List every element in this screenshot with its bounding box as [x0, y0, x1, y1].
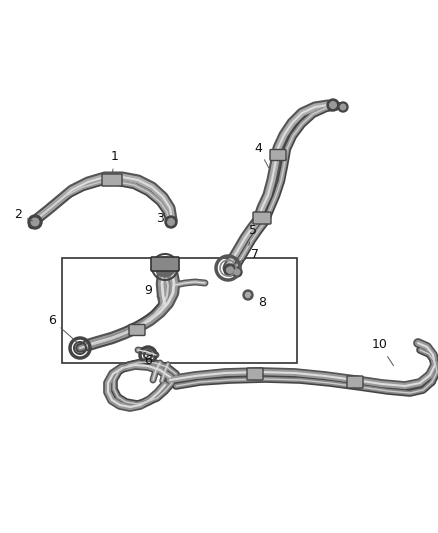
Circle shape	[338, 102, 348, 112]
FancyBboxPatch shape	[253, 212, 271, 224]
Text: 2: 2	[14, 208, 32, 222]
Circle shape	[28, 215, 42, 229]
Text: 6: 6	[144, 353, 152, 367]
Circle shape	[168, 219, 174, 225]
Text: 3: 3	[156, 212, 168, 224]
Circle shape	[340, 104, 346, 110]
Text: 7: 7	[228, 248, 259, 267]
Circle shape	[224, 264, 236, 276]
Circle shape	[155, 257, 175, 277]
Text: 10: 10	[372, 338, 393, 366]
Text: 4: 4	[254, 141, 268, 167]
Circle shape	[327, 99, 339, 111]
Circle shape	[246, 293, 251, 297]
Circle shape	[243, 290, 253, 300]
Text: 6: 6	[48, 313, 78, 343]
Bar	[62, 258, 297, 363]
Circle shape	[234, 269, 240, 274]
FancyBboxPatch shape	[129, 325, 145, 335]
Text: 1: 1	[111, 150, 119, 172]
Circle shape	[31, 218, 39, 226]
Circle shape	[227, 266, 233, 273]
FancyBboxPatch shape	[347, 376, 363, 388]
Text: 8: 8	[251, 295, 266, 309]
FancyBboxPatch shape	[247, 368, 263, 380]
Text: 9: 9	[144, 284, 160, 298]
Circle shape	[165, 216, 177, 228]
FancyBboxPatch shape	[270, 149, 286, 160]
Text: 5: 5	[249, 223, 257, 245]
Circle shape	[330, 102, 336, 108]
FancyBboxPatch shape	[102, 174, 122, 186]
FancyBboxPatch shape	[151, 257, 179, 271]
Circle shape	[232, 267, 242, 277]
